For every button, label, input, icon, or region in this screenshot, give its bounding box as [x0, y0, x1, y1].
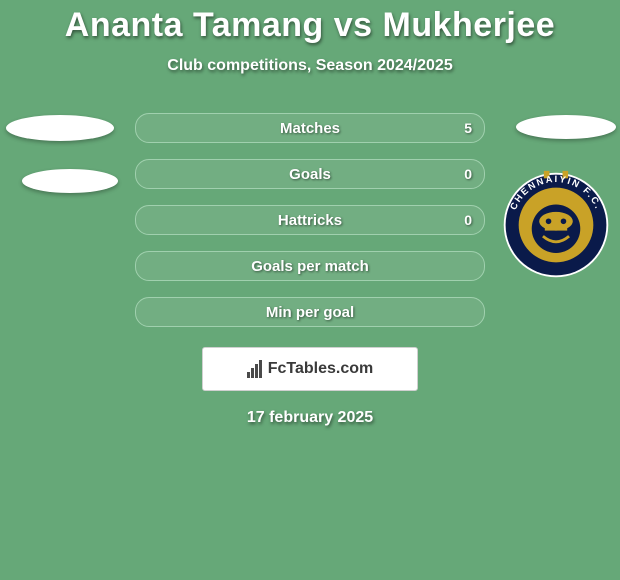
stat-right-value: 0	[464, 166, 472, 182]
stat-rows: Matches 5 Goals 0 Hattricks 0 Goals per match M…	[135, 113, 485, 327]
stat-label: Min per goal	[266, 304, 354, 321]
stat-row: Matches 5	[135, 113, 485, 143]
right-team-placeholder	[516, 115, 616, 139]
fctables-icon	[247, 360, 262, 378]
right-team-badge: CHENNAIYIN F.C.	[500, 169, 612, 281]
left-team-placeholder-1	[6, 115, 114, 141]
page-title: Ananta Tamang vs Mukherjee	[0, 0, 620, 45]
team-crest-icon: CHENNAIYIN F.C.	[500, 169, 612, 281]
stat-row: Goals 0	[135, 159, 485, 189]
content-area: CHENNAIYIN F.C. Matches 5 Goals 0 Hattricks 0…	[0, 113, 620, 427]
subtitle: Club competitions, Season 2024/2025	[0, 57, 620, 75]
stat-label: Goals	[289, 166, 331, 183]
stat-right-value: 0	[464, 212, 472, 228]
stat-row: Hattricks 0	[135, 205, 485, 235]
footer-date: 17 february 2025	[0, 409, 620, 427]
stat-row: Min per goal	[135, 297, 485, 327]
stat-label: Goals per match	[251, 258, 369, 275]
left-team-placeholder-2	[22, 169, 118, 193]
stat-label: Matches	[280, 120, 340, 137]
source-label: FcTables.com	[268, 360, 374, 378]
stat-label: Hattricks	[278, 212, 342, 229]
source-link[interactable]: FcTables.com	[202, 347, 418, 391]
stat-right-value: 5	[464, 120, 472, 136]
stat-row: Goals per match	[135, 251, 485, 281]
